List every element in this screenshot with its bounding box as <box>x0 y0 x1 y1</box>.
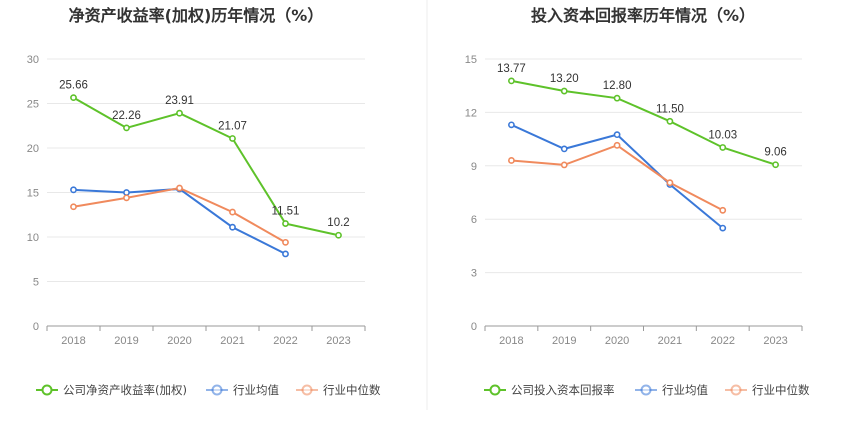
data-point-median[interactable] <box>70 203 77 211</box>
x-tick-label: 2023 <box>326 335 350 347</box>
y-tick-label: 0 <box>471 321 477 333</box>
data-point-median[interactable] <box>560 161 568 169</box>
data-point-company[interactable] <box>335 231 342 239</box>
data-label: 12.80 <box>603 80 632 92</box>
legend-label: 行业中位数 <box>323 383 381 397</box>
data-point-median[interactable] <box>176 184 183 192</box>
data-point-company[interactable] <box>70 94 77 102</box>
data-point-company[interactable] <box>176 109 183 117</box>
data-point-avg[interactable] <box>123 189 130 196</box>
legend-marker <box>489 384 501 396</box>
x-tick-label: 2018 <box>499 335 523 347</box>
y-tick-label: 5 <box>33 277 39 289</box>
roic-chart: 投入资本回报率历年情况（%） 0 3 6 9 12 15 2018 2019 2020 2021 2… <box>465 6 810 397</box>
data-label: 22.26 <box>112 110 141 122</box>
x-tick-label: 2018 <box>61 335 85 347</box>
legend-item-avg[interactable]: 行业均值 <box>206 383 279 397</box>
x-tick-label: 2019 <box>114 335 138 347</box>
x-tick-label: 2022 <box>273 335 297 347</box>
legend-item-avg[interactable]: 行业均值 <box>635 383 708 397</box>
legend-label: 公司净资产收益率(加权) <box>63 383 187 397</box>
roic-chart-title: 投入资本回报率历年情况（%） <box>531 6 755 25</box>
y-tick-label: 10 <box>27 232 39 244</box>
data-point-median[interactable] <box>666 179 674 187</box>
data-point-company[interactable] <box>282 220 289 227</box>
legend-marker <box>730 384 742 396</box>
series-line-median <box>511 144 724 212</box>
y-tick-label: 30 <box>27 54 39 66</box>
data-point-median[interactable] <box>719 206 727 214</box>
data-point-company[interactable] <box>229 135 236 142</box>
legend-item-company[interactable]: 公司投入资本回报率 <box>484 383 615 397</box>
x-tick-label: 2021 <box>658 335 682 347</box>
y-tick-label: 15 <box>27 188 39 200</box>
data-point-company[interactable] <box>666 117 674 125</box>
data-label: 13.77 <box>497 63 526 75</box>
data-label: 21.07 <box>218 120 247 132</box>
y-tick-label: 3 <box>471 268 477 280</box>
x-tick-label: 2022 <box>711 335 735 347</box>
data-label: 10.2 <box>327 217 349 229</box>
y-tick-label: 20 <box>27 143 39 155</box>
x-tick-label: 2021 <box>220 335 244 347</box>
y-tick-label: 0 <box>33 321 39 333</box>
y-tick-label: 15 <box>465 54 477 66</box>
x-tick-label: 2019 <box>552 335 576 347</box>
data-label: 23.91 <box>165 95 194 107</box>
y-tick-label: 9 <box>471 161 477 173</box>
legend-label: 行业均值 <box>233 383 279 397</box>
data-point-median[interactable] <box>229 208 236 216</box>
data-point-avg[interactable] <box>70 186 77 194</box>
data-point-median[interactable] <box>613 141 621 149</box>
data-point-avg[interactable] <box>560 145 568 153</box>
data-point-avg[interactable] <box>719 224 727 232</box>
data-point-company[interactable] <box>719 144 727 151</box>
data-point-median[interactable] <box>282 238 289 246</box>
data-point-company[interactable] <box>123 124 130 132</box>
series-line-median <box>73 187 286 244</box>
x-tick-label: 2020 <box>605 335 629 347</box>
data-label: 11.51 <box>272 206 300 218</box>
legend-marker <box>301 384 313 396</box>
data-point-company[interactable] <box>560 87 568 95</box>
data-point-median[interactable] <box>508 157 515 164</box>
legend-label: 公司投入资本回报率 <box>511 383 615 397</box>
data-point-company[interactable] <box>613 94 621 102</box>
legend-marker <box>211 384 223 396</box>
series-line-avg <box>73 187 286 255</box>
series-line-avg <box>511 123 724 229</box>
data-point-avg[interactable] <box>229 223 236 231</box>
x-tick-label: 2020 <box>167 335 191 347</box>
legend-item-median[interactable]: 行业中位数 <box>296 383 381 397</box>
y-tick-label: 25 <box>27 99 39 111</box>
legend-item-median[interactable]: 行业中位数 <box>725 383 810 397</box>
legend-item-company[interactable]: 公司净资产收益率(加权) <box>36 383 187 397</box>
y-tick-label: 6 <box>471 214 477 226</box>
x-tick-label: 2023 <box>763 335 787 347</box>
legend-label: 行业均值 <box>662 383 708 397</box>
legend-marker <box>41 384 53 396</box>
data-label: 13.20 <box>550 73 579 85</box>
data-point-company[interactable] <box>772 161 779 169</box>
series-line-company <box>73 96 339 237</box>
data-label: 10.03 <box>708 129 737 141</box>
y-tick-label: 12 <box>465 107 477 119</box>
data-label: 11.50 <box>656 103 684 115</box>
data-point-median[interactable] <box>123 194 130 202</box>
legend-label: 行业中位数 <box>752 383 810 397</box>
data-point-avg[interactable] <box>508 121 515 129</box>
legend-marker <box>640 384 652 396</box>
data-label: 9.06 <box>764 147 786 159</box>
series-line-company <box>511 79 776 166</box>
data-point-avg[interactable] <box>613 131 621 139</box>
data-point-company[interactable] <box>508 77 515 85</box>
roe-chart: 净资产收益率(加权)历年情况（%） 0 5 10 15 20 25 30 2018 2019 20… <box>27 6 381 397</box>
data-point-avg[interactable] <box>282 250 289 258</box>
data-label: 25.66 <box>59 80 88 92</box>
roe-chart-title: 净资产收益率(加权)历年情况（%） <box>69 6 324 25</box>
